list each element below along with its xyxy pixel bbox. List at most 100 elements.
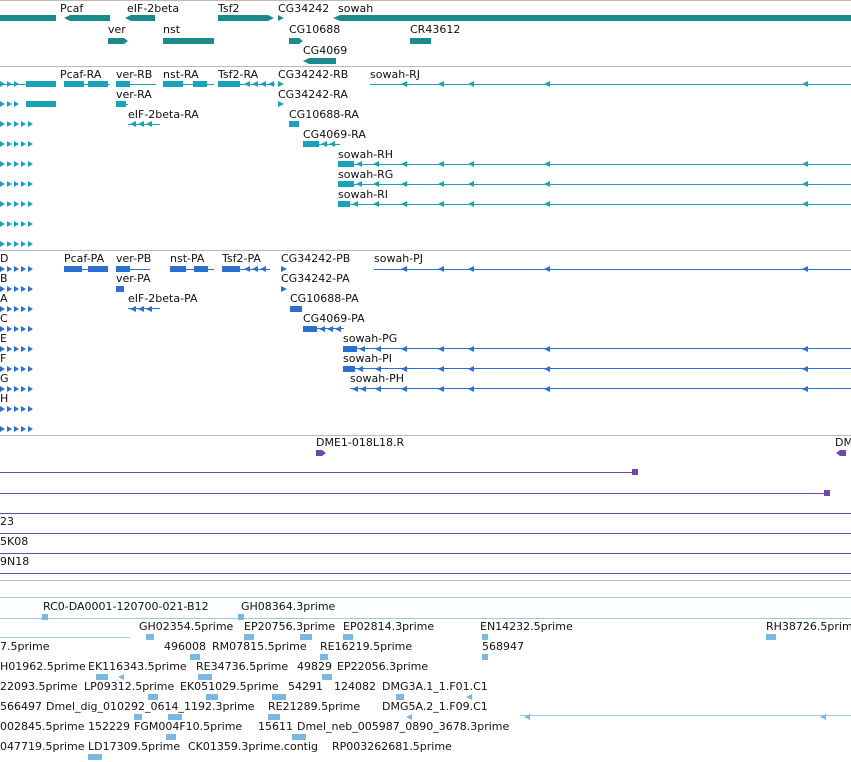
protein-label[interactable]: nst-PA [170,252,205,265]
clone-label[interactable]: 9N18 [0,555,30,568]
est-label[interactable]: RP003262681.5prime [332,740,452,753]
est-label[interactable]: RC0-DA0001-120700-021-B12 [43,600,209,613]
gene-feature[interactable] [0,15,56,21]
gene-feature[interactable] [125,15,155,21]
gene-feature[interactable] [410,38,431,44]
est-label[interactable]: EK051029.5prime [180,680,279,693]
protein-label[interactable]: F [0,352,7,365]
transcript-label[interactable]: Tsf2-RA [218,68,259,81]
clone-label[interactable]: 23 [0,515,14,528]
est-label[interactable]: 22093.5prime [0,680,78,693]
gene-feature[interactable] [333,15,851,21]
protein-label[interactable]: eIF-2beta-PA [128,292,198,305]
protein-label[interactable]: CG34242-PA [281,272,350,285]
est-label[interactable]: GH08364.3prime [241,600,336,613]
est-label[interactable]: Dmel_dig_010292_0614_1192.3prime [46,700,255,713]
est-label[interactable]: RM07815.5prime [212,640,307,653]
est-label[interactable]: RE34736.5prime [196,660,289,673]
protein-label[interactable]: B [0,272,8,285]
clone-label[interactable]: 5K08 [0,535,29,548]
est-label[interactable]: EP20756.3prime [244,620,336,633]
est-label[interactable]: 002845.5prime [0,720,85,733]
gene-label[interactable]: CG4069 [303,44,348,57]
protein-label[interactable]: ver-PA [116,272,151,285]
est-label[interactable]: 568947 [482,640,524,653]
est-label[interactable]: RE16219.5prime [320,640,413,653]
protein-label[interactable]: sowah-PJ [374,252,424,265]
est-label[interactable]: H01962.5prime [0,660,86,673]
protein-label[interactable]: G [0,372,9,385]
gene-label[interactable]: CG10688 [289,23,341,36]
transcript-label[interactable]: sowah-RG [338,168,394,181]
protein-label[interactable]: E [0,332,7,345]
transcript-label[interactable]: ver-RB [116,68,153,81]
est-label[interactable]: DMG5A.2_1.F09.C1 [382,700,488,713]
est-label[interactable]: 54291 [288,680,323,693]
transcript-label[interactable]: CG10688-RA [289,108,359,121]
protein-label[interactable]: A [0,292,8,305]
transcript-label[interactable]: CG34242-RA [278,88,348,101]
protein-label[interactable]: Pcaf-PA [64,252,105,265]
clone-label[interactable]: DM [835,436,851,449]
gene-label[interactable]: nst [163,23,181,36]
est-label[interactable]: 124082 [334,680,376,693]
est-label[interactable]: 152229 [88,720,130,733]
gene-feature[interactable] [64,15,110,21]
transcript-label[interactable]: Pcaf-RA [60,68,102,81]
est-label[interactable]: CK01359.3prime.contig [188,740,319,753]
protein-label[interactable]: ver-PB [116,252,152,265]
clone-end[interactable] [836,450,846,456]
gene-feature[interactable] [289,38,303,44]
gene-label[interactable]: Tsf2 [218,2,240,15]
est-label[interactable]: EN14232.5prime [480,620,573,633]
est-label[interactable]: 49829 [297,660,332,673]
protein-label[interactable]: D [0,252,9,265]
protein-label[interactable]: CG10688-PA [290,292,359,305]
gene-label[interactable]: sowah [338,2,374,15]
transcript-label[interactable]: CG4069-RA [303,128,366,141]
transcript-label[interactable]: sowah-RJ [370,68,421,81]
est-label[interactable]: 566497 [0,700,42,713]
est-label[interactable]: LD17309.5prime [88,740,181,753]
protein-label[interactable]: sowah-PG [343,332,398,345]
est-label[interactable]: RE21289.5prime [268,700,361,713]
clone-label[interactable]: DME1-018L18.R [316,436,405,449]
gene-feature[interactable] [278,15,284,21]
protein-label[interactable]: Tsf2-PA [222,252,261,265]
gene-feature[interactable] [108,38,128,44]
clone-end[interactable] [316,450,326,456]
transcript-label[interactable]: sowah-RI [338,188,389,201]
gene-label[interactable]: eIF-2beta [127,2,180,15]
gene-feature[interactable] [163,38,214,44]
est-label[interactable]: 047719.5prime [0,740,85,753]
est-label[interactable]: EK116343.5prime [88,660,187,673]
transcript-label[interactable]: nst-RA [163,68,199,81]
est-label[interactable]: GH02354.5prime [139,620,234,633]
protein-label[interactable]: H [0,392,9,405]
protein-label[interactable]: CG4069-PA [303,312,365,325]
gene-label[interactable]: CR43612 [410,23,461,36]
gene-label[interactable]: ver [108,23,126,36]
gene-label[interactable]: CG34242 [278,2,330,15]
est-label[interactable]: RH38726.5prime [766,620,851,633]
est-label[interactable]: EP22056.3prime [337,660,429,673]
protein-label[interactable]: C [0,312,8,325]
est-label[interactable]: 15611 [258,720,293,733]
gene-feature[interactable] [218,15,274,21]
est-label[interactable]: Dmel_neb_005987_0890_3678.3prime [297,720,510,733]
est-label[interactable]: DMG3A.1_1.F01.C1 [382,680,488,693]
gene-label[interactable]: Pcaf [60,2,84,15]
est-label[interactable]: 7.5prime [0,640,50,653]
est-label[interactable]: EP02814.3prime [343,620,435,633]
est-label[interactable]: FGM004F10.5prime [134,720,243,733]
est-label[interactable]: LP09312.5prime [84,680,175,693]
protein-label[interactable]: sowah-PH [350,372,405,385]
transcript-label[interactable]: ver-RA [116,88,152,101]
gene-feature[interactable] [303,58,336,64]
transcript-label[interactable]: CG34242-RB [278,68,349,81]
protein-label[interactable]: CG34242-PB [281,252,351,265]
transcript-label[interactable]: eIF-2beta-RA [128,108,199,121]
protein-label[interactable]: sowah-PI [343,352,393,365]
est-label[interactable]: 496008 [164,640,206,653]
transcript-label[interactable]: sowah-RH [338,148,394,161]
